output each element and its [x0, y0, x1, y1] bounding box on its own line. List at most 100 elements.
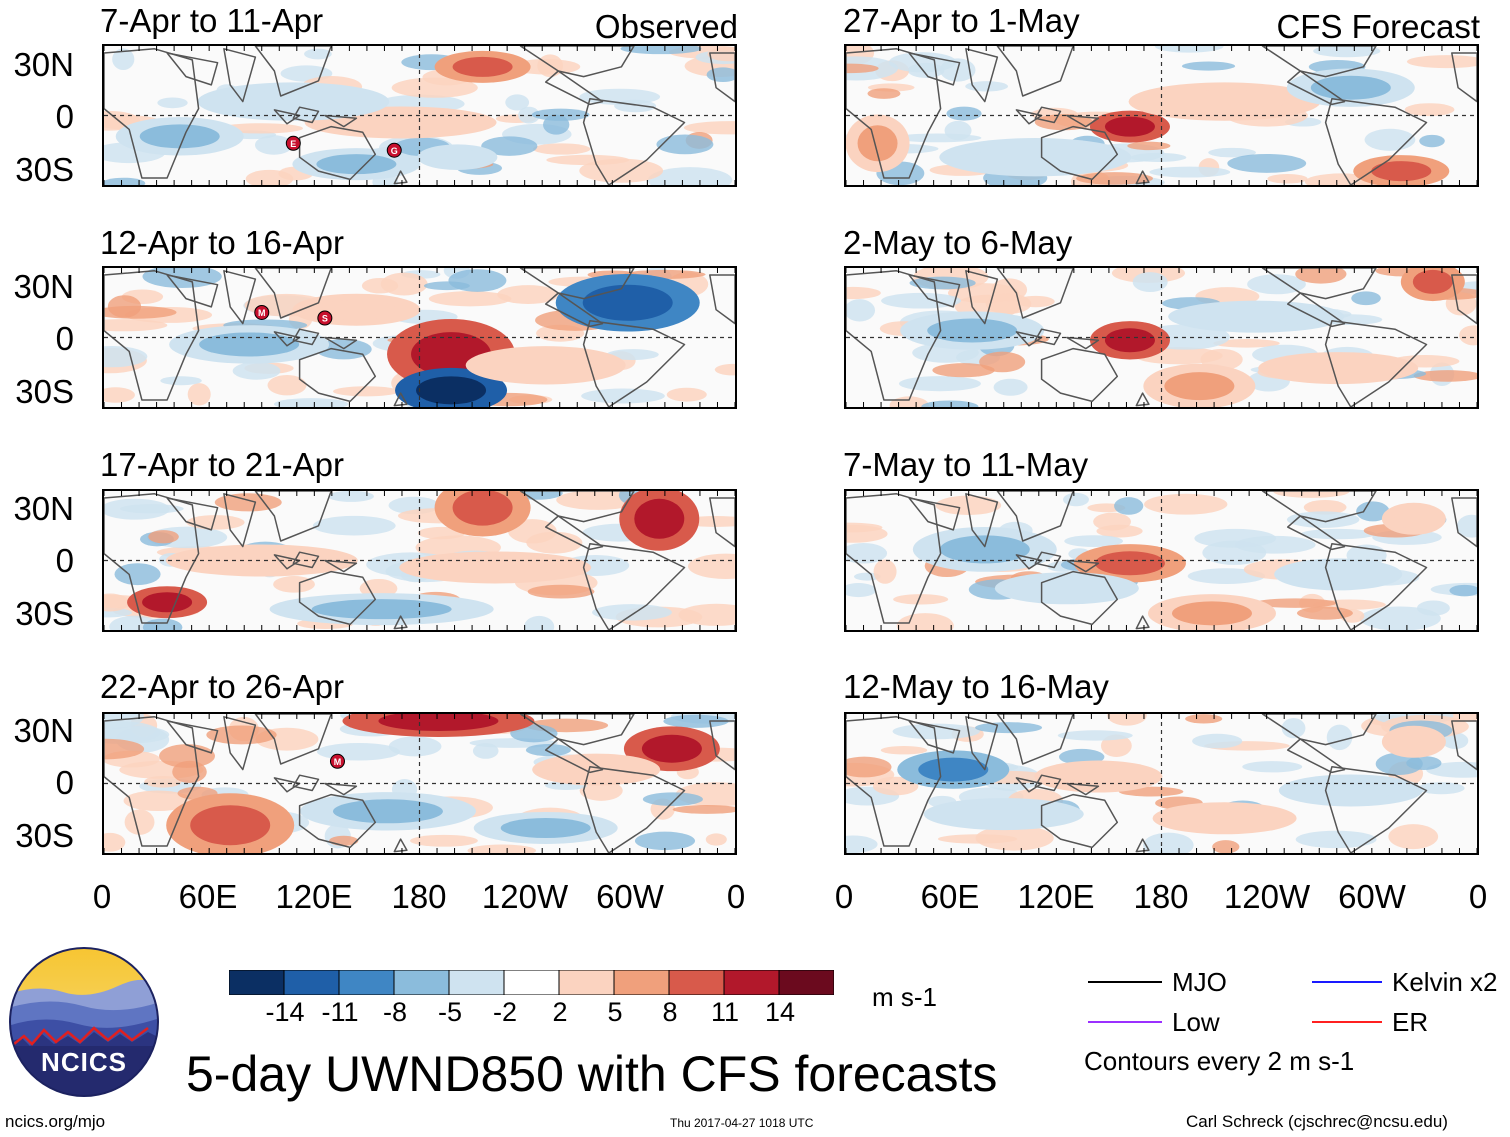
anomaly-blob: [104, 593, 130, 612]
anomaly-blob: [1288, 358, 1389, 379]
anomaly-blob: [714, 363, 735, 376]
coastline: [1261, 268, 1377, 300]
anomaly-blob: [1356, 501, 1390, 522]
anomaly-blob: [432, 149, 483, 166]
coastline: [298, 347, 377, 403]
xtick-120e: 120E: [275, 878, 353, 915]
ytick-30s: 30S: [15, 151, 74, 188]
anomaly-blob: [410, 834, 478, 847]
coastline: [582, 98, 686, 185]
anomaly-blob: [435, 557, 556, 578]
anomaly-blob: [245, 169, 294, 185]
footer-author[interactable]: Carl Schreck (cjschrec@ncsu.edu): [1186, 1112, 1448, 1131]
anomaly-blob: [526, 531, 583, 554]
anomaly-blob: [880, 746, 928, 755]
anomaly-blob: [846, 835, 878, 853]
anomaly-blob: [975, 145, 1096, 170]
anomaly-blob: [254, 135, 293, 155]
anomaly-blob: [666, 387, 707, 402]
logo-text: NCICS: [41, 1047, 127, 1077]
map-panel-forecast-4: [844, 712, 1479, 855]
chart-title: 5-day UWND850 with CFS forecasts: [186, 1046, 998, 1102]
anomaly-blob: [104, 305, 177, 319]
anomaly-blob: [1016, 295, 1055, 308]
anomaly-blob: [1144, 493, 1228, 515]
coastline: [1040, 125, 1119, 181]
anomaly-blob: [452, 491, 513, 526]
anomaly-blob: [1296, 606, 1353, 620]
coastline: [544, 738, 604, 774]
map-plot: [846, 491, 1477, 630]
anomaly-blob: [1096, 524, 1143, 538]
anomaly-blob: [1459, 325, 1477, 346]
anomaly-blob: [1114, 497, 1144, 515]
coastline: [519, 491, 635, 523]
colorbar-label: -2: [492, 997, 517, 1027]
anomaly-blob: [846, 63, 879, 74]
coastline: [324, 782, 358, 796]
anomaly-blob: [620, 46, 702, 55]
coastline: [1040, 347, 1119, 403]
anomaly-blob: [606, 349, 659, 360]
anomaly-blob: [647, 167, 733, 185]
anomaly-blob: [139, 124, 220, 149]
colorbar-swatches: [228, 969, 835, 996]
anomaly-blob: [896, 613, 954, 630]
anomaly-blob: [142, 592, 193, 613]
anomaly-blob: [1104, 328, 1155, 353]
map-plot: EG: [104, 46, 735, 185]
anomaly-blob: [881, 292, 962, 309]
storm-marker: G: [386, 142, 402, 158]
ytick-30s: 30S: [15, 373, 74, 410]
anomaly-blob: [1058, 766, 1139, 787]
legend-swatch-mjo: [1088, 981, 1162, 983]
anomaly-blob: [1404, 103, 1455, 117]
xtick-60e: 60E: [920, 878, 980, 915]
xtick-120w: 120W: [481, 878, 569, 915]
header-observed: Observed: [594, 8, 738, 45]
legend-swatch-er: [1312, 1021, 1382, 1023]
anomaly-blob: [144, 775, 182, 788]
anomaly-blob: [556, 759, 637, 780]
xtick-180: 180: [391, 878, 447, 915]
anomaly-blob: [1164, 89, 1285, 114]
anomaly-blob: [312, 515, 396, 536]
anomaly-blob: [927, 318, 1018, 343]
anomaly-blob: [1286, 511, 1360, 528]
colorbar-swatch: [228, 969, 285, 996]
map-panel-forecast-3: [844, 489, 1479, 632]
anomaly-blob: [1305, 780, 1396, 801]
ytick-30n: 30N: [13, 490, 74, 527]
anomaly-blob: [705, 833, 727, 846]
coastline: [1286, 70, 1346, 106]
anomaly-blob: [467, 844, 536, 853]
xtick-0-end: 0: [726, 878, 746, 915]
anomaly-blob: [328, 491, 374, 502]
anomaly-blob: [316, 742, 400, 761]
anomaly-blob: [582, 284, 673, 321]
map-panel-forecast-1: [844, 44, 1479, 187]
colorbar-units: m s-1: [872, 982, 937, 1012]
ytick-eq: 0: [55, 98, 74, 135]
storm-label: M: [334, 757, 342, 767]
anomaly-blob: [525, 744, 571, 757]
coastline: [273, 109, 301, 125]
anomaly-blob: [592, 604, 672, 621]
anomaly-blob: [340, 112, 461, 133]
storm-marker: E: [285, 135, 301, 151]
anomaly-blob: [104, 177, 146, 185]
coastline: [519, 268, 635, 300]
coastline: [1324, 766, 1428, 853]
anomaly-blob: [1021, 578, 1112, 599]
anomaly-blob: [1227, 153, 1307, 173]
contour-note: Contours every 2 m s-1: [1084, 1046, 1355, 1076]
footer-url[interactable]: ncics.org/mjo: [5, 1112, 106, 1131]
colorbar: [228, 969, 835, 996]
anomaly-blob: [1242, 761, 1303, 773]
coastline: [709, 497, 735, 548]
anomaly-blob: [333, 386, 400, 397]
anomaly-blob: [157, 97, 188, 109]
anomaly-blob: [672, 805, 735, 814]
anomaly-blob: [1057, 730, 1133, 741]
anomaly-blob: [867, 88, 901, 99]
